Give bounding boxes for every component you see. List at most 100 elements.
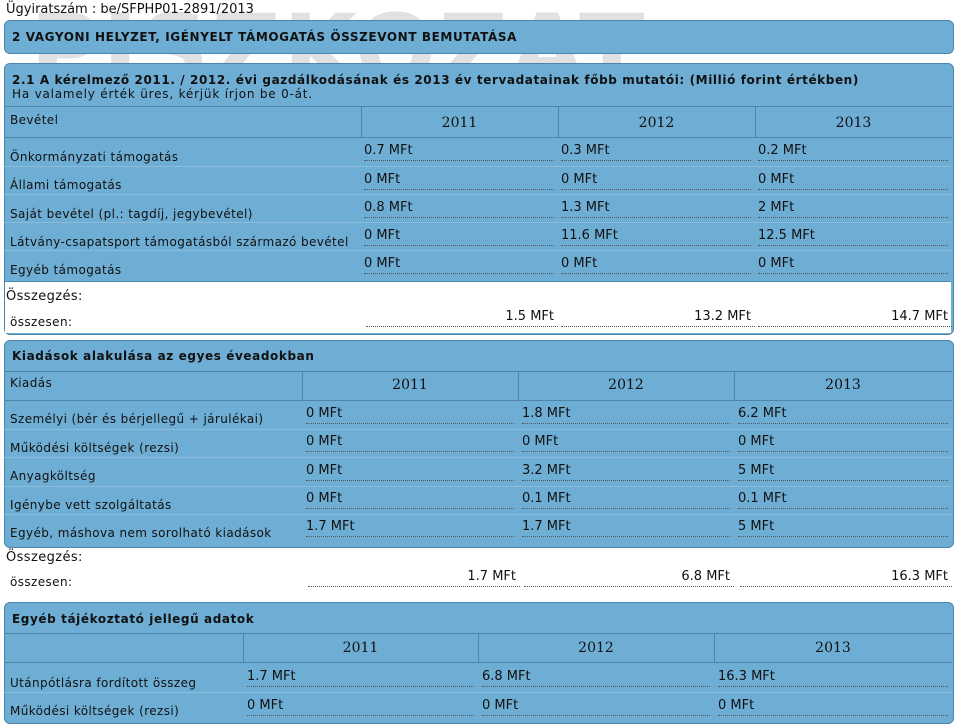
- other-col-sep-1: [243, 634, 244, 662]
- revenue-value-field[interactable]: 2 MFt: [758, 199, 948, 218]
- expenses-value-field[interactable]: 3.2 MFt: [522, 462, 730, 481]
- revenue-total-2011: 1.5 MFt: [366, 308, 558, 327]
- other-year-2013: 2013: [815, 640, 851, 656]
- section-2-header: [4, 20, 954, 54]
- revenue-row-label: Egyéb támogatás: [10, 263, 122, 277]
- expenses-value-field[interactable]: 0.1 MFt: [522, 490, 730, 509]
- expenses-title: Kiadások alakulása az egyes éveadokban: [12, 349, 315, 363]
- revenue-value-field[interactable]: 0.8 MFt: [364, 199, 554, 218]
- revenue-year-2011: 2011: [441, 115, 478, 131]
- row-divider: [4, 222, 952, 223]
- expenses-row-label: Személyi (bér és bérjellegű + járulékai): [10, 412, 264, 426]
- other-year-2012: 2012: [578, 640, 614, 656]
- other-value-field[interactable]: 0 MFt: [482, 697, 710, 716]
- revenue-row-label: Állami támogatás: [10, 178, 122, 192]
- revenue-value-field[interactable]: 12.5 MFt: [758, 227, 948, 246]
- other-info-panel: [4, 602, 954, 724]
- expenses-value-field[interactable]: 0 MFt: [306, 433, 514, 452]
- revenue-col-sep-1: [361, 107, 362, 137]
- expenses-value-field[interactable]: 0 MFt: [306, 405, 514, 424]
- row-divider: [4, 429, 952, 430]
- expenses-total-2012: 6.8 MFt: [524, 568, 734, 587]
- revenue-year-2012: 2012: [638, 115, 675, 131]
- expenses-col-sep-1: [302, 372, 303, 400]
- revenue-value-field[interactable]: 1.3 MFt: [561, 199, 751, 218]
- revenue-total-2013: 14.7 MFt: [758, 308, 952, 327]
- revenue-col-sep-2: [558, 107, 559, 137]
- expenses-value-field[interactable]: 5 MFt: [738, 518, 948, 537]
- revenue-value-field[interactable]: 0.2 MFt: [758, 142, 948, 161]
- expenses-value-field[interactable]: 1.7 MFt: [522, 518, 730, 537]
- expenses-value-field[interactable]: 0 MFt: [738, 433, 948, 452]
- expenses-value-field[interactable]: 0 MFt: [306, 490, 514, 509]
- expenses-header-line: [4, 371, 952, 372]
- revenue-header-line: [4, 106, 952, 107]
- expenses-value-field[interactable]: 1.7 MFt: [306, 518, 514, 537]
- other-year-2011: 2011: [342, 640, 379, 656]
- other-row-label: Utánpótlásra fordított összeg: [10, 676, 197, 690]
- expenses-summary-label: Összegzés:: [6, 550, 83, 565]
- row-divider: [4, 486, 952, 487]
- other-row-label: Működési költségek (rezsi): [10, 704, 180, 718]
- other-value-field[interactable]: 16.3 MFt: [718, 668, 948, 687]
- revenue-row-label: Saját bevétel (pl.: tagdíj, jegybevétel): [10, 207, 253, 221]
- expenses-year-2012: 2012: [608, 377, 644, 393]
- other-header-line: [4, 633, 952, 634]
- revenue-value-field[interactable]: 0 MFt: [561, 171, 751, 190]
- expenses-value-field[interactable]: 1.8 MFt: [522, 405, 730, 424]
- expenses-total-label: összesen:: [10, 575, 73, 589]
- revenue-total-label: összesen:: [10, 315, 73, 329]
- revenue-value-field[interactable]: 0.7 MFt: [364, 142, 554, 161]
- expenses-year-2013: 2013: [825, 377, 861, 393]
- revenue-summary-bg: [5, 281, 951, 333]
- expenses-row-label: Egyéb, máshova nem sorolható kiadások: [10, 526, 272, 540]
- other-value-field[interactable]: 1.7 MFt: [247, 668, 474, 687]
- revenue-value-field[interactable]: 0 MFt: [758, 255, 948, 274]
- revenue-value-field[interactable]: 11.6 MFt: [561, 227, 751, 246]
- revenue-value-field[interactable]: 0 MFt: [364, 171, 554, 190]
- other-col-sep-2: [478, 634, 479, 662]
- row-divider: [4, 457, 952, 458]
- expenses-panel: [4, 340, 954, 548]
- expenses-header-bottom: [4, 400, 952, 401]
- other-value-field[interactable]: 0 MFt: [247, 697, 474, 716]
- revenue-header-bottom: [4, 137, 952, 138]
- expenses-value-field[interactable]: 0 MFt: [522, 433, 730, 452]
- expenses-col-sep-2: [518, 372, 519, 400]
- revenue-header-label: Bevétel: [10, 113, 59, 127]
- row-divider: [4, 514, 952, 515]
- expenses-value-field[interactable]: 0 MFt: [306, 462, 514, 481]
- revenue-year-2013: 2013: [835, 115, 872, 131]
- other-col-sep-3: [714, 634, 715, 662]
- expenses-value-field[interactable]: 6.2 MFt: [738, 405, 948, 424]
- expenses-header-label: Kiadás: [10, 376, 53, 390]
- section-2-1-subtitle: Ha valamely érték üres, kérjük írjon be …: [12, 87, 313, 101]
- other-info-title: Egyéb tájékoztató jellegű adatok: [12, 612, 255, 626]
- revenue-value-field[interactable]: 0 MFt: [561, 255, 751, 274]
- expenses-col-sep-3: [734, 372, 735, 400]
- row-divider: [4, 250, 952, 251]
- revenue-value-field[interactable]: 0 MFt: [364, 227, 554, 246]
- expenses-value-field[interactable]: 0.1 MFt: [738, 490, 948, 509]
- section-2-title: 2 VAGYONI HELYZET, IGÉNYELT TÁMOGATÁS ÖS…: [12, 30, 517, 44]
- expenses-row-label: Igénybe vett szolgáltatás: [10, 498, 172, 512]
- revenue-summary-label: Összegzés:: [6, 289, 83, 304]
- document-id: Ügyiratszám : be/SFPHP01-2891/2013: [6, 2, 254, 17]
- row-divider: [4, 166, 952, 167]
- revenue-row-label: Önkormányzati támogatás: [10, 150, 179, 164]
- expenses-row-label: Anyagköltség: [10, 469, 96, 483]
- revenue-value-field[interactable]: 0 MFt: [758, 171, 948, 190]
- revenue-value-field[interactable]: 0 MFt: [364, 255, 554, 274]
- expenses-total-2011: 1.7 MFt: [308, 568, 520, 587]
- expenses-value-field[interactable]: 5 MFt: [738, 462, 948, 481]
- other-value-field[interactable]: 6.8 MFt: [482, 668, 710, 687]
- row-divider: [4, 692, 952, 693]
- expenses-total-2013: 16.3 MFt: [740, 568, 952, 587]
- revenue-total-2012: 13.2 MFt: [561, 308, 755, 327]
- other-value-field[interactable]: 0 MFt: [718, 697, 948, 716]
- expenses-row-label: Működési költségek (rezsi): [10, 441, 180, 455]
- revenue-value-field[interactable]: 0.3 MFt: [561, 142, 751, 161]
- expenses-year-2011: 2011: [392, 377, 428, 393]
- other-header-bottom: [4, 662, 952, 663]
- revenue-row-label: Látvány-csapatsport támogatásból származ…: [10, 235, 349, 249]
